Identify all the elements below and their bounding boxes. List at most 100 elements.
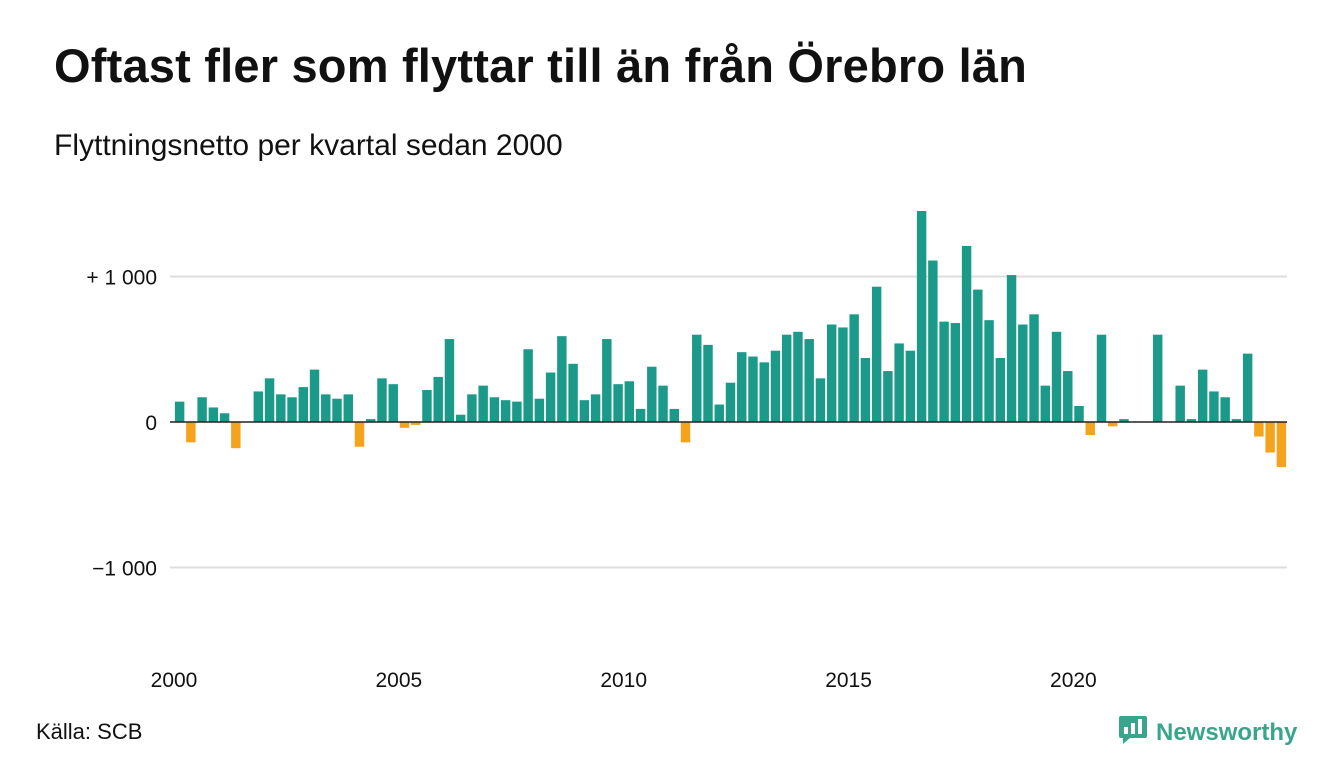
bar-chart: + 1 000 0 −1 000 2000 2005 2010 2015 2020 [86, 211, 1287, 693]
bar [354, 422, 365, 447]
bar [1209, 391, 1219, 422]
bar [1085, 422, 1095, 436]
bar [714, 404, 724, 422]
bar [231, 422, 241, 449]
newsworthy-logo-icon [1118, 714, 1148, 751]
bar [928, 260, 938, 422]
x-tick-label: 2010 [600, 669, 647, 692]
y-tick-label: 0 [145, 412, 157, 435]
bar [916, 211, 927, 422]
bar [1029, 314, 1039, 422]
bar [658, 385, 668, 423]
bar [1220, 397, 1230, 422]
bar [635, 408, 646, 422]
bar [1186, 419, 1197, 422]
bar [703, 344, 713, 422]
bar [343, 394, 353, 422]
x-tick-label: 2015 [825, 669, 872, 692]
bar [410, 422, 421, 425]
bar [838, 327, 848, 422]
bar [287, 397, 297, 422]
bar [647, 366, 657, 422]
bar [804, 339, 814, 422]
bar [973, 289, 983, 423]
gridlines [170, 275, 1287, 569]
bar [883, 371, 893, 422]
bar [568, 363, 578, 422]
bar [332, 398, 342, 422]
x-tick-label: 2000 [151, 669, 198, 692]
bar [793, 331, 803, 422]
bar [478, 385, 488, 423]
bar [1152, 334, 1163, 422]
bar [422, 389, 432, 422]
bar [1063, 371, 1073, 422]
bar [264, 378, 275, 422]
bar [186, 422, 196, 443]
bar [669, 408, 680, 422]
bar [905, 350, 916, 422]
bar [1051, 331, 1062, 422]
brand-logo: Newsworthy [1118, 714, 1297, 751]
bar [1074, 406, 1084, 422]
bar [309, 369, 320, 422]
bar [219, 413, 230, 422]
bar [298, 387, 309, 422]
source-note: Källa: SCB [36, 719, 143, 744]
bar [894, 343, 904, 422]
bar [770, 350, 781, 422]
bar [1254, 422, 1264, 437]
bar [276, 394, 286, 422]
bar [939, 321, 949, 422]
bar [489, 397, 500, 422]
x-tick-label: 2020 [1050, 669, 1097, 692]
bar [399, 422, 410, 428]
bar [1175, 385, 1185, 423]
x-tick-label: 2005 [375, 669, 422, 692]
axis-labels: + 1 000 0 −1 000 2000 2005 2010 2015 2020 [86, 267, 1096, 693]
bar [1231, 419, 1242, 422]
bar [995, 357, 1006, 422]
bar [321, 394, 331, 422]
chart-subtitle: Flyttningsnetto per kvartal sedan 2000 [54, 129, 563, 162]
bar [197, 397, 207, 422]
bar [1040, 385, 1051, 423]
bar [433, 376, 443, 422]
bar [602, 339, 612, 422]
chart-title: Oftast fler som flyttar till än från Öre… [54, 39, 1028, 92]
bar [545, 372, 556, 422]
bar [174, 401, 185, 422]
bar [984, 320, 994, 422]
bar [871, 286, 882, 422]
bar [512, 401, 522, 422]
bar [849, 314, 859, 422]
bar [500, 400, 511, 422]
bar [523, 349, 533, 422]
y-tick-label: + 1 000 [86, 267, 157, 290]
bar [860, 357, 871, 422]
bar [737, 352, 747, 422]
bar [444, 339, 455, 422]
bar [692, 334, 702, 422]
bar [1276, 422, 1287, 468]
y-tick-label: −1 000 [92, 558, 157, 581]
bar [377, 378, 387, 422]
bar [534, 398, 545, 422]
bar [1006, 275, 1017, 422]
bar [961, 245, 972, 422]
bar [455, 414, 466, 422]
bar [725, 382, 736, 422]
bar [557, 336, 567, 422]
bars [174, 211, 1287, 468]
bar [1242, 353, 1253, 422]
bar [1265, 422, 1275, 453]
bar [1096, 334, 1107, 422]
bar [613, 384, 623, 422]
brand-name: Newsworthy [1156, 718, 1298, 746]
bar [680, 422, 691, 443]
bar [1108, 422, 1118, 427]
bar [467, 394, 477, 422]
bar [579, 400, 590, 422]
bar [759, 362, 769, 422]
bar [748, 356, 758, 422]
